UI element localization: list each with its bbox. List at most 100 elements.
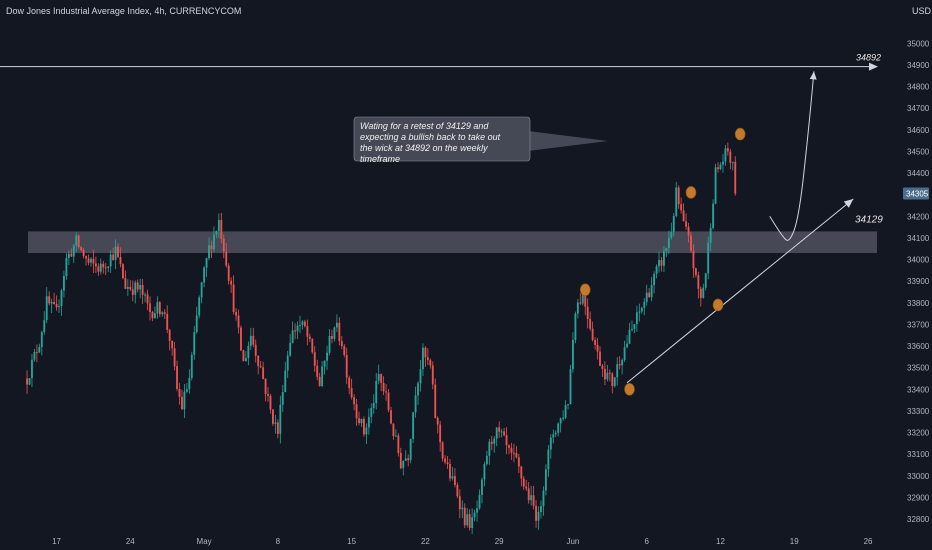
candle-body: [153, 313, 156, 319]
candle-body: [594, 339, 597, 345]
candle-body: [424, 347, 427, 358]
candle-body: [321, 366, 324, 387]
candle-body: [601, 365, 604, 369]
projection-path[interactable]: [769, 71, 815, 241]
candle: [193, 326, 196, 360]
resistance-zone[interactable]: [28, 231, 877, 254]
candle-body: [102, 263, 105, 268]
candle: [141, 278, 144, 304]
candle: [358, 411, 360, 426]
candle: [532, 485, 535, 510]
candle: [119, 247, 122, 268]
candle-body: [338, 322, 341, 342]
candle: [259, 360, 262, 369]
candle-body: [340, 341, 343, 347]
candle-body: [687, 226, 690, 236]
candle: [520, 465, 523, 487]
candle: [513, 443, 515, 463]
candle: [291, 321, 294, 344]
candle: [272, 409, 274, 427]
price-axis[interactable]: 32800 32900 33000 33100 33200 33300 33400 33500…: [907, 39, 930, 524]
candle: [156, 296, 159, 319]
candle: [682, 203, 685, 222]
candle-body: [274, 422, 277, 424]
candle-body: [60, 290, 63, 307]
candle-body: [244, 357, 247, 362]
candle: [353, 394, 356, 411]
candle: [323, 360, 326, 375]
candle-body: [599, 351, 601, 366]
candle: [151, 310, 154, 322]
candle-body: [183, 391, 186, 410]
candle: [173, 341, 176, 371]
y-tick-label: 34000: [907, 256, 930, 265]
candle: [318, 372, 321, 387]
pivot-marker[interactable]: [734, 127, 746, 141]
candle: [466, 507, 469, 528]
candle-body: [193, 332, 196, 355]
candle: [453, 468, 456, 488]
candle: [660, 256, 663, 272]
candle: [461, 500, 464, 519]
candle-body: [213, 234, 215, 250]
candle-body: [544, 469, 547, 491]
candle-body: [90, 258, 92, 263]
candle: [176, 360, 178, 392]
candle-body: [603, 368, 606, 380]
callout-line: expecting a bullish back to take out: [360, 132, 501, 142]
candle-body: [660, 260, 663, 266]
candle-body: [126, 286, 129, 289]
candle-body: [434, 384, 437, 418]
candle-body: [704, 273, 707, 288]
candle: [426, 348, 429, 366]
candle-body: [107, 266, 110, 268]
support-trendline[interactable]: [626, 198, 854, 384]
candle: [230, 277, 233, 293]
candle-body: [289, 342, 292, 356]
candle-body: [94, 263, 97, 267]
candle-body: [667, 237, 670, 248]
y-tick-label: 34900: [907, 61, 930, 70]
pivot-marker[interactable]: [712, 298, 724, 312]
candle-body: [694, 268, 697, 276]
candle-body: [714, 167, 717, 204]
candle-body: [439, 424, 442, 443]
candle-body: [628, 329, 631, 344]
candle-body: [367, 416, 370, 428]
pivot-marker[interactable]: [685, 186, 697, 199]
candle: [714, 163, 717, 205]
candle: [70, 248, 73, 258]
candle: [564, 400, 567, 420]
candle-body: [254, 344, 257, 356]
candle-body: [173, 348, 176, 367]
pivot-marker[interactable]: [579, 283, 591, 297]
candle: [205, 257, 208, 278]
pivot-marker[interactable]: [624, 382, 635, 396]
candle: [75, 232, 78, 252]
candle: [257, 355, 260, 375]
candle: [483, 461, 486, 487]
candle-body: [55, 304, 58, 308]
candle: [232, 275, 235, 315]
candle: [306, 319, 309, 346]
candle: [731, 161, 734, 171]
callout-note[interactable]: Wating for a retest of 34129 and expectin…: [353, 116, 608, 164]
candle: [97, 263, 100, 276]
candle: [28, 378, 31, 386]
candle: [333, 326, 336, 342]
candle: [530, 485, 533, 506]
candle: [574, 311, 577, 344]
candle: [153, 306, 156, 319]
candle: [269, 393, 272, 414]
candle: [559, 417, 562, 433]
candle-body: [286, 355, 289, 371]
time-axis[interactable]: 17 24 May 8 15 22 29 Jun 6 12 19 26: [52, 537, 873, 546]
candle-body: [554, 432, 557, 435]
candle: [252, 327, 255, 348]
candle: [210, 240, 213, 258]
candle-body: [67, 253, 70, 258]
candle: [542, 486, 545, 516]
candle: [653, 271, 656, 294]
candle-body: [43, 320, 46, 333]
